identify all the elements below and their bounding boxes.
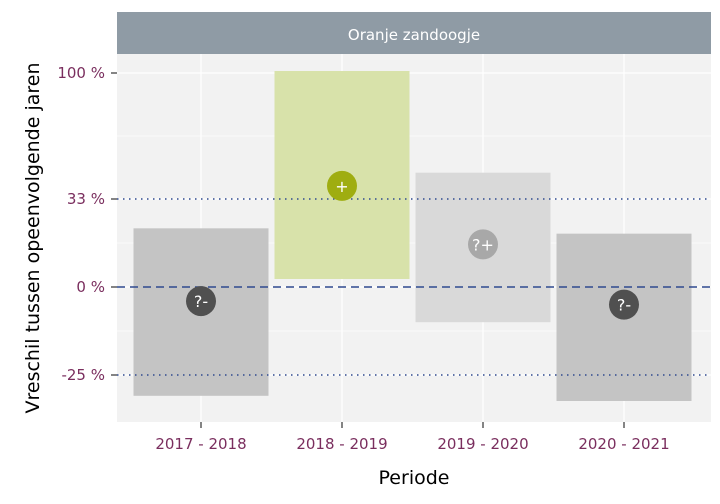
estimate-marker (327, 170, 357, 201)
estimate-marker-label: + (335, 177, 348, 196)
reference-lines (117, 198, 711, 376)
y-axis: -25 % 0 % 33 % 100 % (57, 64, 117, 384)
x-tick-label: 2020 - 2021 (578, 435, 669, 453)
facet-strip (117, 12, 711, 54)
facet-title: Oranje zandoogje (348, 26, 480, 44)
estimate-marker-label: ?- (194, 292, 208, 311)
x-axis: 2017 - 2018 2018 - 2019 2019 - 2020 2020 - … (155, 422, 670, 453)
estimate-marker (468, 229, 498, 260)
x-tick-label: 2018 - 2019 (296, 435, 387, 453)
estimate-marker-label: ?- (617, 296, 631, 315)
y-tick-label: 0 % (76, 278, 105, 296)
estimate-marker (186, 286, 216, 317)
estimate-markers: ?- + ?+ ?- (186, 170, 639, 320)
y-tick-label: 100 % (57, 64, 105, 82)
x-axis-title: Periode (379, 467, 450, 489)
y-axis-title: Vreschil tussen opeenvolgende jaren (22, 62, 44, 413)
y-tick-label: 33 % (67, 190, 105, 208)
y-tick-label: -25 % (61, 366, 105, 384)
x-tick-label: 2017 - 2018 (155, 435, 246, 453)
estimate-marker-label: ?+ (472, 235, 494, 254)
x-tick-label: 2019 - 2020 (437, 435, 528, 453)
estimate-marker (609, 289, 639, 320)
